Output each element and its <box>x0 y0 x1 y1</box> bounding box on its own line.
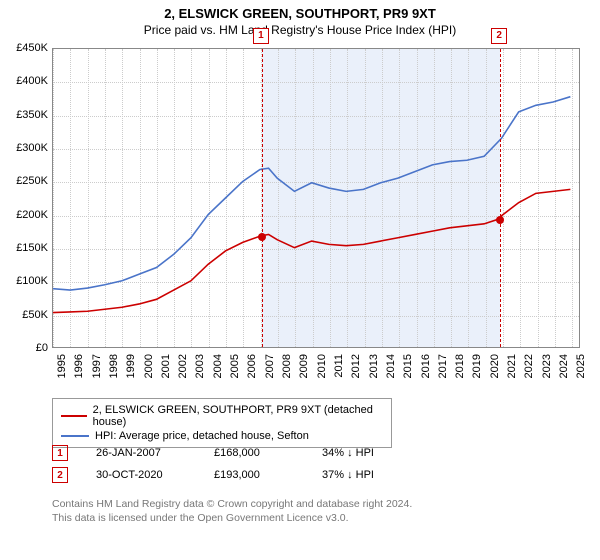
x-axis-label: 2022 <box>523 354 535 378</box>
x-axis-label: 2015 <box>402 354 414 378</box>
x-axis-label: 2020 <box>489 354 501 378</box>
y-axis-label: £350K <box>6 109 48 121</box>
x-axis-label: 2005 <box>229 354 241 378</box>
sale-marker-line <box>500 49 501 347</box>
sales-row: 1 26-JAN-2007 £168,000 34% ↓ HPI <box>52 442 374 464</box>
x-axis-label: 2006 <box>246 354 258 378</box>
x-axis-label: 2012 <box>350 354 362 378</box>
x-axis-label: 2001 <box>160 354 172 378</box>
sale-marker-line <box>262 49 263 347</box>
legend-item: HPI: Average price, detached house, Seft… <box>61 429 383 443</box>
chart-title: 2, ELSWICK GREEN, SOUTHPORT, PR9 9XT <box>0 0 600 21</box>
sale-marker-box: 2 <box>491 28 507 44</box>
sale-marker-box: 1 <box>52 445 68 461</box>
x-axis-label: 2014 <box>385 354 397 378</box>
x-axis-label: 2018 <box>454 354 466 378</box>
x-axis-label: 2025 <box>575 354 587 378</box>
sale-marker-dot <box>496 216 504 224</box>
y-axis-label: £400K <box>6 75 48 87</box>
x-axis-label: 2000 <box>143 354 155 378</box>
x-axis-label: 2024 <box>558 354 570 378</box>
x-axis-label: 2007 <box>264 354 276 378</box>
sale-delta-vs-hpi: 34% ↓ HPI <box>322 447 374 459</box>
x-axis-label: 2016 <box>420 354 432 378</box>
sale-marker-box: 2 <box>52 467 68 483</box>
sales-table: 1 26-JAN-2007 £168,000 34% ↓ HPI 2 30-OCT-202… <box>52 442 374 486</box>
y-axis-label: £250K <box>6 175 48 187</box>
footer-line-2: This data is licensed under the Open Gov… <box>52 512 412 526</box>
x-axis-label: 2002 <box>177 354 189 378</box>
y-axis-label: £300K <box>6 142 48 154</box>
sale-date: 30-OCT-2020 <box>96 469 186 481</box>
x-axis-label: 2013 <box>368 354 380 378</box>
x-axis-label: 1997 <box>91 354 103 378</box>
sale-price: £168,000 <box>214 447 294 459</box>
x-axis-label: 2003 <box>194 354 206 378</box>
legend-item: 2, ELSWICK GREEN, SOUTHPORT, PR9 9XT (de… <box>61 403 383 429</box>
x-axis-label: 2021 <box>506 354 518 378</box>
x-axis-label: 2008 <box>281 354 293 378</box>
legend-label: HPI: Average price, detached house, Seft… <box>95 430 309 442</box>
sale-marker-dot <box>258 233 266 241</box>
x-axis-label: 2019 <box>471 354 483 378</box>
legend-swatch <box>61 435 89 437</box>
x-axis-label: 2023 <box>541 354 553 378</box>
sale-date: 26-JAN-2007 <box>96 447 186 459</box>
x-axis-label: 2004 <box>212 354 224 378</box>
y-axis-label: £100K <box>6 275 48 287</box>
sale-marker-box: 1 <box>253 28 269 44</box>
x-axis-label: 2010 <box>316 354 328 378</box>
attribution-footer: Contains HM Land Registry data © Crown c… <box>52 498 412 525</box>
y-axis-label: £200K <box>6 209 48 221</box>
legend-swatch <box>61 415 87 417</box>
chart-subtitle: Price paid vs. HM Land Registry's House … <box>0 21 600 41</box>
sale-price: £193,000 <box>214 469 294 481</box>
y-axis-label: £150K <box>6 242 48 254</box>
legend-label: 2, ELSWICK GREEN, SOUTHPORT, PR9 9XT (de… <box>93 404 383 428</box>
chart-legend: 2, ELSWICK GREEN, SOUTHPORT, PR9 9XT (de… <box>52 398 392 448</box>
sale-delta-vs-hpi: 37% ↓ HPI <box>322 469 374 481</box>
x-axis-label: 2009 <box>298 354 310 378</box>
sales-row: 2 30-OCT-2020 £193,000 37% ↓ HPI <box>52 464 374 486</box>
y-axis-label: £0 <box>6 342 48 354</box>
x-axis-label: 1996 <box>73 354 85 378</box>
x-axis-label: 2017 <box>437 354 449 378</box>
x-axis-label: 2011 <box>333 354 345 378</box>
footer-line-1: Contains HM Land Registry data © Crown c… <box>52 498 412 512</box>
x-axis-label: 1998 <box>108 354 120 378</box>
chart-plot-area <box>52 48 580 348</box>
y-axis-label: £50K <box>6 309 48 321</box>
series-line <box>53 97 570 290</box>
series-line <box>53 189 570 312</box>
x-axis-label: 1995 <box>56 354 68 378</box>
y-axis-label: £450K <box>6 42 48 54</box>
x-axis-label: 1999 <box>125 354 137 378</box>
